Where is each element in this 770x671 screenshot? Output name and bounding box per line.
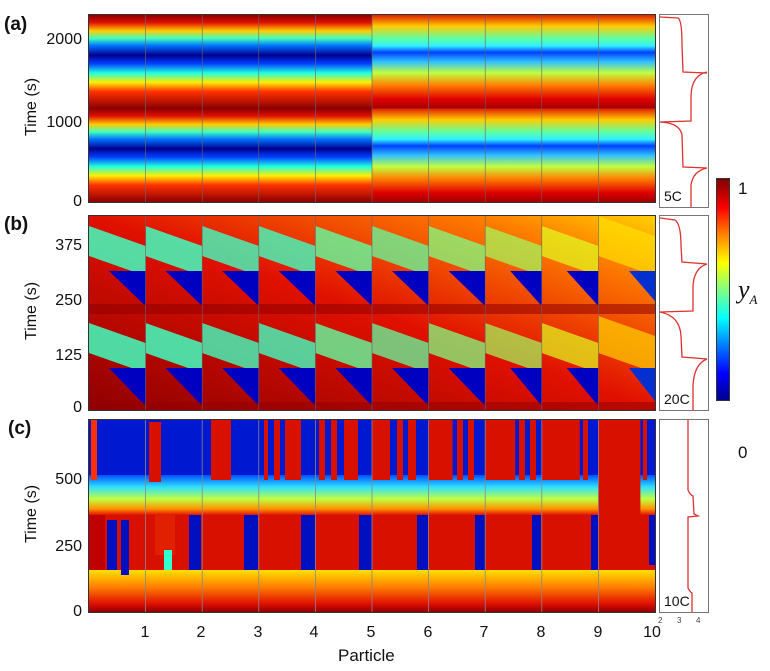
x-tick-1: 1 xyxy=(140,624,150,641)
side-plot-b: 20C xyxy=(659,215,709,411)
y-tick-c-0: 0 xyxy=(73,603,82,620)
y-tick-b-250: 250 xyxy=(55,292,82,309)
x-axis-label: Particle xyxy=(338,646,395,665)
colorbar-title: yA xyxy=(738,275,758,308)
colorbar-title-main: y xyxy=(738,275,750,304)
y-tick-a-0: 0 xyxy=(73,193,82,210)
x-tick-10: 10 xyxy=(643,624,661,641)
y-tick-a-1000: 1000 xyxy=(46,114,82,131)
heatmap-panel-b xyxy=(88,215,656,411)
y-axis-label-b: Time (s) xyxy=(23,281,40,341)
side-plot-a: 5C xyxy=(659,14,709,208)
x-tick-3: 3 xyxy=(253,624,263,641)
side-xtick-2: 2 xyxy=(658,616,663,625)
panel-label-c: (c) xyxy=(8,418,32,439)
y-tick-c-500: 500 xyxy=(55,471,82,488)
rate-label-a: 5C xyxy=(664,188,682,204)
colorbar-min-label: 0 xyxy=(738,443,748,462)
heatmap-panel-c xyxy=(88,419,656,613)
x-tick-5: 5 xyxy=(366,624,376,641)
y-tick-c-250: 250 xyxy=(55,538,82,555)
side-xtick-4: 4 xyxy=(696,616,701,625)
side-xtick-3: 3 xyxy=(677,616,682,625)
colorbar-title-sub: A xyxy=(749,292,758,308)
rate-label-c: 10C xyxy=(664,593,690,609)
panel-label-a: (a) xyxy=(4,14,28,35)
y-tick-b-375: 375 xyxy=(55,237,82,254)
y-axis-label-a: Time (s) xyxy=(23,77,40,137)
panel-label-b: (b) xyxy=(4,214,29,235)
x-tick-7: 7 xyxy=(479,624,489,641)
heatmap-panel-a xyxy=(88,14,656,203)
y-tick-b-125: 125 xyxy=(55,347,82,364)
x-tick-6: 6 xyxy=(423,624,433,641)
colorbar-max-label: 1 xyxy=(738,179,748,198)
rate-label-b: 20C xyxy=(664,391,690,407)
x-tick-8: 8 xyxy=(536,624,546,641)
side-plot-c: 10C xyxy=(659,419,709,613)
x-tick-9: 9 xyxy=(593,624,603,641)
y-tick-a-2000: 2000 xyxy=(46,31,82,48)
colorbar xyxy=(716,178,730,401)
x-tick-2: 2 xyxy=(196,624,206,641)
y-tick-b-0: 0 xyxy=(73,399,82,416)
x-tick-4: 4 xyxy=(309,624,319,641)
